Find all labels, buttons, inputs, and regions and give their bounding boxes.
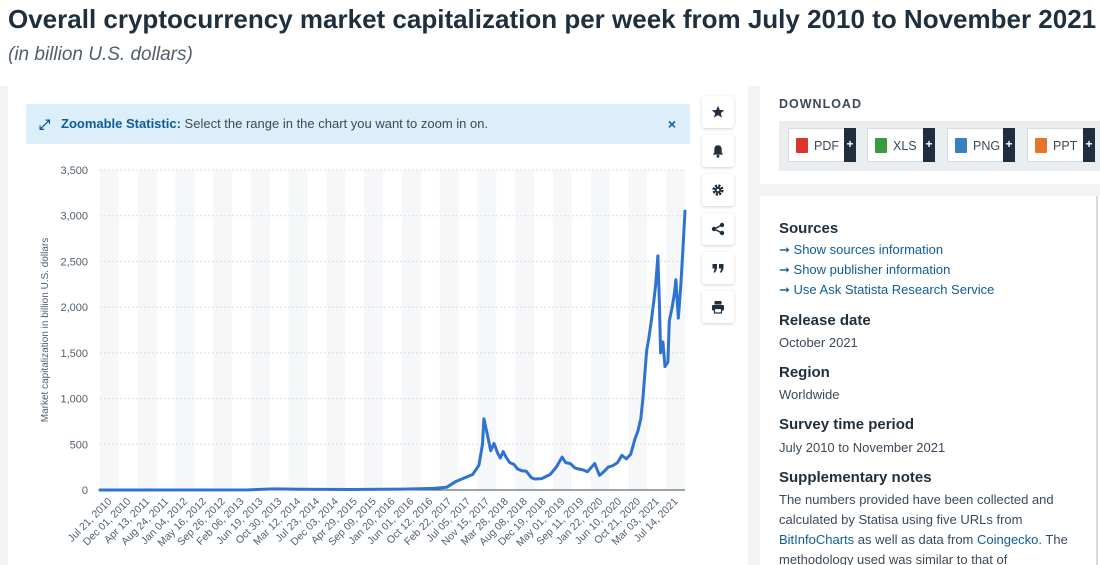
y-axis-label: Market capitalization in billion U.S. do…	[40, 238, 51, 423]
download-ppt-button[interactable]: PPT +	[1027, 128, 1095, 162]
notification-button[interactable]	[702, 135, 734, 167]
download-pdf-button[interactable]: PDF +	[788, 128, 856, 162]
zoom-notice-text: Zoomable Statistic: Select the range in …	[61, 104, 488, 144]
zoom-notice-message: Select the range in the chart you want t…	[184, 116, 489, 131]
notes-line-1: The numbers provided have been collected…	[779, 492, 1054, 507]
region-value: Worldwide	[779, 387, 840, 402]
print-icon	[712, 301, 724, 314]
arrow-right-icon: ➞	[779, 282, 790, 297]
cite-button[interactable]	[702, 252, 734, 284]
arrow-right-icon: ➞	[779, 262, 790, 277]
plot-band	[401, 170, 421, 490]
zoom-notice: ⤢ Zoomable Statistic: Select the range i…	[26, 104, 690, 144]
plot-band	[137, 170, 157, 490]
y-tick-label: 3,500	[60, 165, 88, 177]
chart-card: 0 500 1,000 1,500 2,000 2,500 3,000 3,500 Market…	[8, 86, 748, 565]
page-title: Overall cryptocurrency market capitaliza…	[8, 4, 1097, 34]
plot-band	[364, 170, 384, 490]
notes-line-2: calculated by Statisa using five URLs fr…	[779, 512, 1023, 527]
survey-period-heading: Survey time period	[779, 416, 915, 433]
ppt-file-icon	[1035, 138, 1047, 153]
y-tick-label: 1,500	[60, 348, 88, 360]
download-xls-button[interactable]: XLS +	[867, 128, 935, 162]
series-line	[98, 209, 687, 492]
y-tick-label: 2,500	[60, 256, 88, 268]
download-title: DOWNLOAD	[779, 97, 862, 111]
close-icon[interactable]: ×	[667, 116, 676, 132]
print-button[interactable]	[702, 291, 734, 323]
plot-band	[326, 170, 346, 490]
release-date-value: October 2021	[779, 335, 858, 350]
png-file-icon	[955, 138, 967, 153]
plot-band	[100, 170, 119, 490]
y-tick-label: 0	[82, 485, 88, 497]
share-button[interactable]	[702, 213, 734, 245]
plus-icon: +	[1083, 128, 1095, 162]
y-tick-label: 1,000	[60, 394, 88, 406]
download-pdf-label: PDF	[814, 139, 839, 153]
supplementary-notes-heading: Supplementary notes	[779, 469, 932, 486]
notes-line-4: methodology used was similar to that of	[779, 552, 1008, 565]
show-sources-link[interactable]: ➞ Show sources information	[779, 242, 943, 258]
plot-band	[590, 170, 610, 490]
download-options: PDF + XLS + PNG + PPT +	[779, 121, 1100, 171]
plot-band	[288, 170, 308, 490]
y-tick-label: 2,000	[60, 302, 88, 314]
plot-band	[213, 170, 233, 490]
bell-icon	[712, 145, 724, 158]
plot-band	[175, 170, 195, 490]
plot-band	[439, 170, 459, 490]
ask-statista-link[interactable]: ➞ Use Ask Statista Research Service	[779, 282, 994, 298]
plus-icon: +	[1003, 128, 1015, 162]
expand-arrows-icon: ⤢	[39, 116, 51, 132]
download-ppt-label: PPT	[1053, 139, 1078, 153]
show-publisher-link[interactable]: ➞ Show publisher information	[779, 262, 950, 278]
page-subtitle: (in billion U.S. dollars)	[8, 44, 193, 65]
sources-heading: Sources	[779, 220, 839, 237]
share-icon	[711, 222, 725, 236]
zoom-notice-label: Zoomable Statistic:	[61, 116, 181, 131]
plus-icon: +	[844, 128, 856, 162]
quote-icon	[712, 264, 724, 273]
notes-end-text: . The	[1038, 532, 1068, 547]
plot-band	[666, 170, 685, 490]
star-icon	[711, 105, 725, 118]
favorite-button[interactable]	[702, 96, 734, 128]
notes-mid-text: as well as data from	[854, 532, 977, 547]
region-heading: Region	[779, 364, 830, 381]
bitinfocharts-link[interactable]: BitInfoCharts	[779, 532, 855, 547]
show-publisher-label: Show publisher information	[793, 262, 951, 277]
release-date-heading: Release date	[779, 312, 871, 329]
plot-band	[628, 170, 648, 490]
download-card: DOWNLOAD PDF + XLS + PNG + PPT +	[760, 86, 1100, 184]
survey-period-value: July 2010 to November 2021	[779, 440, 946, 455]
download-png-label: PNG	[973, 139, 1001, 153]
xls-file-icon	[875, 138, 887, 153]
plot-band	[552, 170, 572, 490]
y-tick-label: 3,000	[60, 211, 88, 223]
info-card: Sources ➞ Show sources information ➞ Sho…	[760, 196, 1100, 565]
title-area: Overall cryptocurrency market capitaliza…	[0, 0, 1100, 86]
scrollbar[interactable]	[1096, 196, 1098, 565]
plot-band	[515, 170, 535, 490]
ask-statista-label: Use Ask Statista Research Service	[793, 282, 995, 297]
y-tick-label: 500	[70, 439, 88, 451]
gear-icon	[712, 184, 724, 196]
download-png-button[interactable]: PNG +	[947, 128, 1015, 162]
toolbar	[702, 96, 736, 330]
chart-svg[interactable]: 0 500 1,000 1,500 2,000 2,500 3,000 3,500 Market…	[8, 86, 748, 565]
show-sources-label: Show sources information	[793, 242, 944, 257]
download-xls-label: XLS	[893, 139, 917, 153]
settings-button[interactable]	[702, 174, 734, 206]
plot-band	[477, 170, 497, 490]
notes-line-3: BitInfoCharts as well as data from Coing…	[779, 532, 1068, 547]
plus-icon: +	[923, 128, 935, 162]
pdf-file-icon	[796, 138, 808, 153]
coingecko-link[interactable]: Coingecko	[976, 532, 1039, 547]
plot-band	[250, 170, 270, 490]
arrow-right-icon: ➞	[779, 242, 790, 257]
